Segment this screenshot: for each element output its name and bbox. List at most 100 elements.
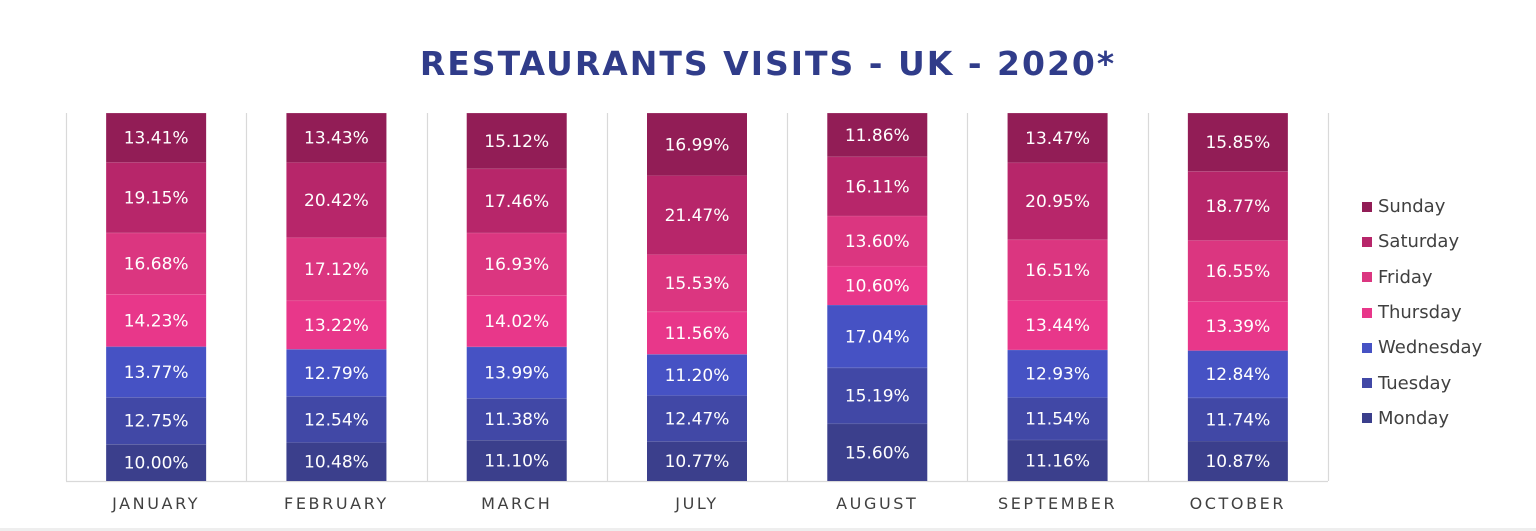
data-label: 10.87%: [1205, 452, 1270, 472]
data-label: 13.47%: [1025, 129, 1090, 149]
bar-segment-sunday: [827, 113, 928, 157]
bar-segment-wednesday: [286, 349, 387, 397]
x-tick-label: SEPTEMBER: [998, 494, 1117, 513]
x-tick-label: OCTOBER: [1190, 494, 1287, 513]
x-tick-label: MARCH: [481, 494, 552, 513]
data-label: 16.55%: [1205, 262, 1270, 282]
bar-segment-sunday: [1187, 113, 1288, 172]
legend-item-wednesday: Wednesday: [1362, 330, 1482, 365]
bar-segment-thursday: [466, 295, 567, 347]
data-label: 13.22%: [304, 316, 369, 336]
data-label: 11.54%: [1025, 410, 1090, 430]
bottom-divider: [0, 528, 1536, 531]
bar-segment-thursday: [106, 294, 207, 347]
legend-label: Saturday: [1378, 231, 1460, 253]
bar-segment-saturday: [286, 162, 387, 238]
x-tick-label: JULY: [674, 494, 718, 513]
bar-segment-monday: [466, 440, 567, 481]
bar-segment-wednesday: [1007, 349, 1108, 398]
data-label: 15.53%: [665, 274, 730, 294]
data-label: 11.74%: [1205, 410, 1270, 430]
data-label: 14.23%: [124, 311, 189, 331]
data-label: 17.04%: [845, 327, 910, 347]
x-tick-label: FEBRUARY: [284, 494, 389, 513]
data-label: 12.75%: [124, 412, 189, 432]
data-label: 12.47%: [665, 409, 730, 429]
data-label: 13.44%: [1025, 316, 1090, 336]
legend-label: Tuesday: [1378, 372, 1452, 394]
data-label: 10.00%: [124, 454, 189, 474]
data-label: 11.20%: [665, 366, 730, 386]
data-label: 13.39%: [1205, 317, 1270, 337]
data-label: 18.77%: [1205, 197, 1270, 217]
data-label: 11.16%: [1025, 451, 1090, 471]
bar-segment-saturday: [1187, 171, 1288, 241]
data-label: 10.60%: [845, 276, 910, 296]
data-label: 19.15%: [124, 189, 189, 209]
data-label: 17.12%: [304, 260, 369, 280]
bar-segment-friday: [466, 232, 567, 296]
bar-segment-saturday: [1007, 162, 1108, 240]
bar-segment-friday: [647, 254, 747, 312]
bar-segment-sunday: [466, 113, 567, 169]
legend-label: Monday: [1378, 407, 1450, 429]
bar-segment-wednesday: [106, 346, 207, 398]
data-label: 12.79%: [304, 364, 369, 384]
bar-segment-tuesday: [647, 395, 747, 442]
data-label: 16.51%: [1025, 261, 1090, 281]
data-label: 16.99%: [665, 135, 730, 155]
data-label: 15.12%: [484, 132, 549, 152]
bar-segment-friday: [827, 215, 928, 266]
bar-segment-tuesday: [466, 398, 567, 441]
bar-segment-friday: [286, 237, 387, 301]
chart-legend: Sunday Saturday Friday Thursday Wednesday Tue…: [1362, 189, 1482, 436]
data-label: 11.38%: [484, 410, 549, 430]
bar-segment-sunday: [106, 113, 207, 163]
legend-swatch: [1362, 201, 1372, 212]
bar-segment-monday: [1187, 441, 1288, 481]
bar-segment-wednesday: [1187, 350, 1288, 398]
data-label: 13.41%: [124, 129, 189, 149]
data-label: 15.85%: [1205, 133, 1270, 153]
bar-segment-monday: [827, 423, 928, 481]
bar-segment-saturday: [827, 156, 928, 216]
data-label: 13.77%: [124, 363, 189, 383]
data-label: 11.56%: [665, 324, 730, 344]
legend-swatch: [1362, 307, 1372, 318]
bar-segment-sunday: [286, 113, 387, 163]
bar-segment-wednesday: [827, 304, 928, 368]
data-label: 16.68%: [124, 255, 189, 275]
bar-segment-thursday: [1007, 300, 1108, 350]
data-label: 13.43%: [304, 129, 369, 149]
data-label: 10.48%: [304, 453, 369, 473]
data-label: 13.99%: [484, 364, 549, 384]
data-label: 17.46%: [484, 192, 549, 212]
bar-segment-thursday: [647, 311, 747, 355]
x-tick-label: AUGUST: [836, 494, 918, 513]
legend-label: Friday: [1378, 266, 1433, 288]
bar-segment-thursday: [286, 300, 387, 350]
bar-segment-wednesday: [647, 354, 747, 396]
data-label: 12.54%: [304, 410, 369, 430]
bar-segment-thursday: [1187, 301, 1288, 351]
data-label: 13.60%: [845, 232, 910, 252]
legend-item-sunday: Sunday: [1362, 189, 1482, 224]
bar-segment-tuesday: [286, 396, 387, 443]
data-label: 10.77%: [665, 452, 730, 472]
bar-segment-monday: [647, 441, 747, 481]
bar-segment-saturday: [466, 168, 567, 233]
legend-label: Wednesday: [1378, 337, 1483, 359]
bar-segment-saturday: [106, 162, 207, 233]
bar-segment-saturday: [647, 175, 747, 255]
bar-segment-wednesday: [466, 346, 567, 399]
bar-segment-monday: [286, 442, 387, 481]
legend-label: Sunday: [1378, 196, 1446, 218]
bar-segment-monday: [1007, 439, 1108, 481]
bar-segment-sunday: [1007, 113, 1108, 163]
bar-segment-tuesday: [1187, 397, 1288, 442]
legend-swatch: [1362, 342, 1372, 353]
legend-item-saturday: Saturday: [1362, 224, 1482, 259]
data-label: 11.10%: [484, 452, 549, 472]
bar-segment-tuesday: [1007, 397, 1108, 440]
